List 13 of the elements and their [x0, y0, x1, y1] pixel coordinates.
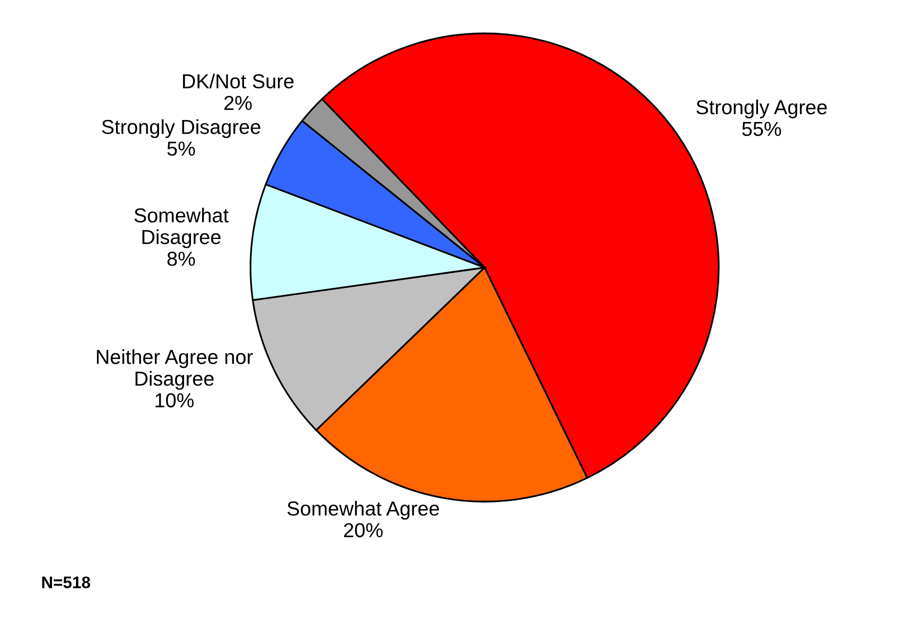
data-label: 10% — [156, 393, 194, 408]
slice-label: Strongly Agree — [696, 100, 827, 118]
data-label: 5% — [167, 142, 195, 156]
slice-label: Somewhat Disagree — [134, 208, 229, 248]
text: N=518 — [42, 576, 90, 588]
data-label: 2% — [224, 96, 252, 110]
slice-label: DK/Not Sure — [183, 74, 294, 88]
data-label: 8% — [167, 252, 195, 266]
data-label: 20% — [344, 523, 383, 538]
slice-label: Neither Agree nor Disagree — [96, 349, 253, 390]
slice-label: Somewhat Agree — [287, 500, 439, 520]
data-label: 55% — [742, 122, 782, 136]
slice-label: Strongly Disagree — [102, 119, 260, 138]
